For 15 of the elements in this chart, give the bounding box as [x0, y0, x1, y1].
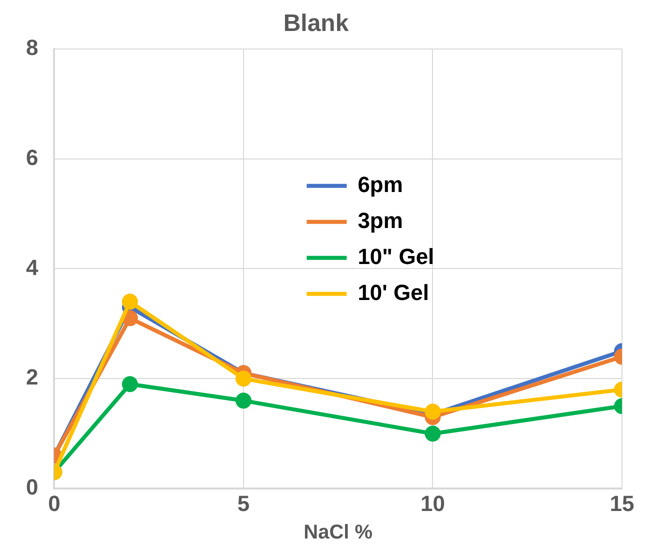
legend-label: 3pm	[358, 208, 403, 233]
y-tick-label: 4	[26, 254, 39, 280]
legend-label: 6pm	[358, 172, 403, 197]
legend-label: 10' Gel	[358, 280, 429, 305]
x-axis-title: NaCl %	[304, 522, 373, 544]
x-tick-label: 10	[420, 490, 445, 516]
chart-title: Blank	[283, 10, 350, 38]
x-tick-label: 0	[48, 490, 60, 516]
y-tick-label: 0	[26, 474, 38, 500]
x-tick-label: 5	[237, 490, 250, 516]
legend-label: 10" Gel	[358, 244, 434, 269]
y-tick-label: 6	[26, 144, 38, 170]
y-tick-label: 8	[26, 34, 38, 60]
x-tick-label: 15	[610, 490, 634, 516]
y-tick-label: 2	[26, 364, 38, 390]
